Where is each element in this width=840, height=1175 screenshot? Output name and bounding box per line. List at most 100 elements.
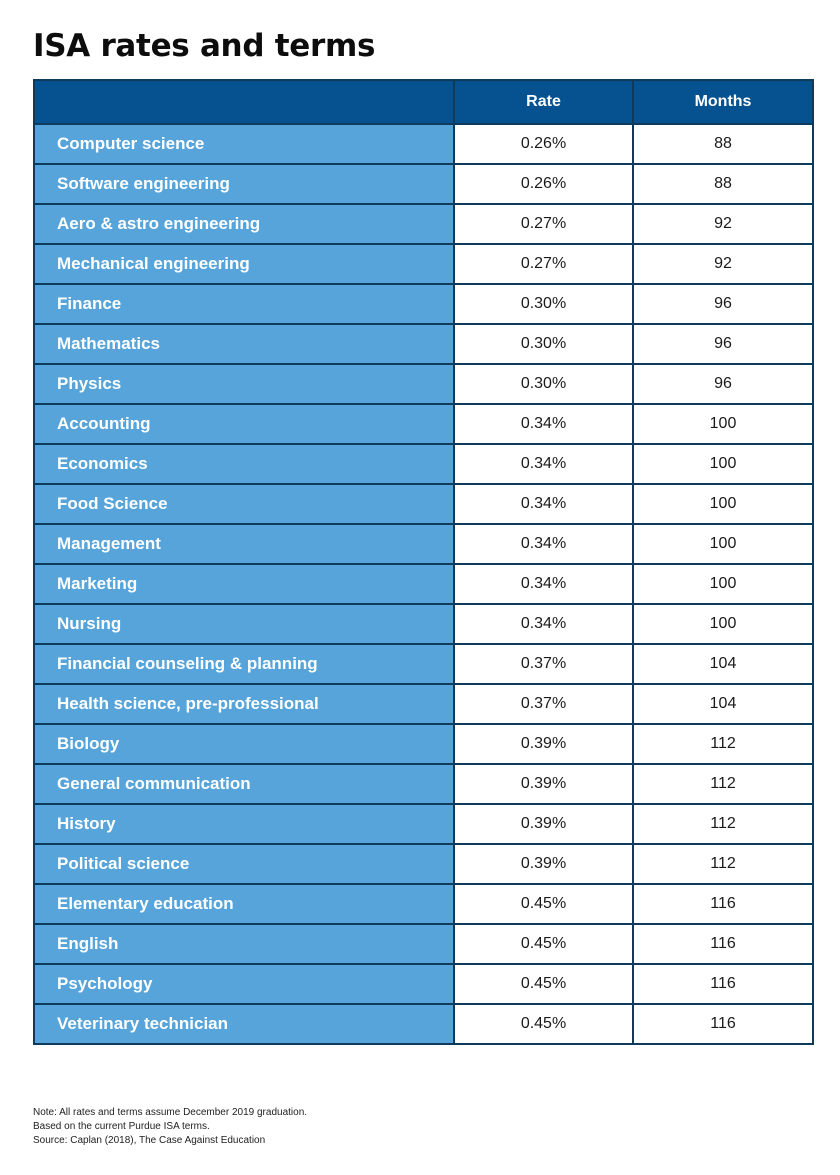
months-cell: 116 [632,883,814,925]
header-major [33,79,455,125]
rate-cell: 0.34% [453,603,634,645]
major-name-cell: Nursing [33,603,455,645]
months-cell: 92 [632,203,814,245]
rate-cell: 0.34% [453,443,634,485]
table-row: Physics 0.30% 96 [33,363,814,405]
table-row: Management 0.34% 100 [33,523,814,565]
footnote-note: Note: All rates and terms assume Decembe… [33,1107,308,1118]
header-row: Rate Months [33,79,814,125]
header-rate: Rate [453,79,634,125]
header-months: Months [632,79,814,125]
rate-cell: 0.34% [453,403,634,445]
months-cell: 104 [632,643,814,685]
table-row: Food Science 0.34% 100 [33,483,814,525]
major-name-cell: Physics [33,363,455,405]
months-cell: 100 [632,563,814,605]
rate-cell: 0.37% [453,683,634,725]
major-name-cell: Biology [33,723,455,765]
table-row: Financial counseling & planning 0.37% 104 [33,643,814,685]
rate-cell: 0.39% [453,803,634,845]
months-cell: 96 [632,323,814,365]
rate-cell: 0.45% [453,1003,634,1045]
table-row: Mechanical engineering 0.27% 92 [33,243,814,285]
rate-cell: 0.34% [453,523,634,565]
major-name-cell: History [33,803,455,845]
months-cell: 112 [632,723,814,765]
table-header: Rate Months [33,79,814,125]
major-name-cell: Computer science [33,123,455,165]
table-row: Accounting 0.34% 100 [33,403,814,445]
major-name-cell: Software engineering [33,163,455,205]
table-row: Biology 0.39% 112 [33,723,814,765]
table-row: History 0.39% 112 [33,803,814,845]
months-cell: 116 [632,1003,814,1045]
footnote-source: Source: Caplan (2018), The Case Against … [33,1135,266,1146]
months-cell: 112 [632,843,814,885]
table-row: Nursing 0.34% 100 [33,603,814,645]
table-row: Mathematics 0.30% 96 [33,323,814,365]
major-name-cell: Veterinary technician [33,1003,455,1045]
months-cell: 100 [632,483,814,525]
rate-cell: 0.45% [453,963,634,1005]
rate-cell: 0.26% [453,123,634,165]
rate-cell: 0.30% [453,363,634,405]
major-name-cell: Accounting [33,403,455,445]
table-row: Political science 0.39% 112 [33,843,814,885]
rate-cell: 0.27% [453,203,634,245]
table-row: Software engineering 0.26% 88 [33,163,814,205]
major-name-cell: Marketing [33,563,455,605]
rate-cell: 0.37% [453,643,634,685]
page-title: ISA rates and terms [33,28,376,64]
months-cell: 116 [632,963,814,1005]
months-cell: 112 [632,803,814,845]
months-cell: 100 [632,523,814,565]
rate-cell: 0.39% [453,843,634,885]
months-cell: 88 [632,123,814,165]
months-cell: 100 [632,403,814,445]
months-cell: 88 [632,163,814,205]
table-row: Aero & astro engineering 0.27% 92 [33,203,814,245]
table-body: Computer science 0.26% 88 Software engineer… [33,123,814,1045]
major-name-cell: General communication [33,763,455,805]
major-name-cell: Economics [33,443,455,485]
table-row: Psychology 0.45% 116 [33,963,814,1005]
table-row: Veterinary technician 0.45% 116 [33,1003,814,1045]
months-cell: 112 [632,763,814,805]
table-row: Marketing 0.34% 100 [33,563,814,605]
table-row: Computer science 0.26% 88 [33,123,814,165]
major-name-cell: Finance [33,283,455,325]
rate-cell: 0.30% [453,283,634,325]
major-name-cell: English [33,923,455,965]
months-cell: 116 [632,923,814,965]
table-row: Elementary education 0.45% 116 [33,883,814,925]
months-cell: 92 [632,243,814,285]
major-name-cell: Food Science [33,483,455,525]
major-name-cell: Management [33,523,455,565]
rate-cell: 0.39% [453,763,634,805]
rate-cell: 0.45% [453,923,634,965]
table-row: Economics 0.34% 100 [33,443,814,485]
isa-table: Rate Months Computer science 0.26% 88 Softw… [33,79,814,1045]
major-name-cell: Elementary education [33,883,455,925]
rate-cell: 0.26% [453,163,634,205]
major-name-cell: Health science, pre-professional [33,683,455,725]
major-name-cell: Mathematics [33,323,455,365]
rate-cell: 0.27% [453,243,634,285]
rate-cell: 0.45% [453,883,634,925]
table-row: Finance 0.30% 96 [33,283,814,325]
major-name-cell: Psychology [33,963,455,1005]
major-name-cell: Financial counseling & planning [33,643,455,685]
rate-cell: 0.34% [453,563,634,605]
months-cell: 100 [632,443,814,485]
rate-cell: 0.34% [453,483,634,525]
rate-cell: 0.30% [453,323,634,365]
months-cell: 104 [632,683,814,725]
months-cell: 96 [632,363,814,405]
months-cell: 96 [632,283,814,325]
footnote-basis: Based on the current Purdue ISA terms. [33,1121,210,1132]
major-name-cell: Mechanical engineering [33,243,455,285]
major-name-cell: Aero & astro engineering [33,203,455,245]
major-name-cell: Political science [33,843,455,885]
rate-cell: 0.39% [453,723,634,765]
table-row: Health science, pre-professional 0.37% 104 [33,683,814,725]
